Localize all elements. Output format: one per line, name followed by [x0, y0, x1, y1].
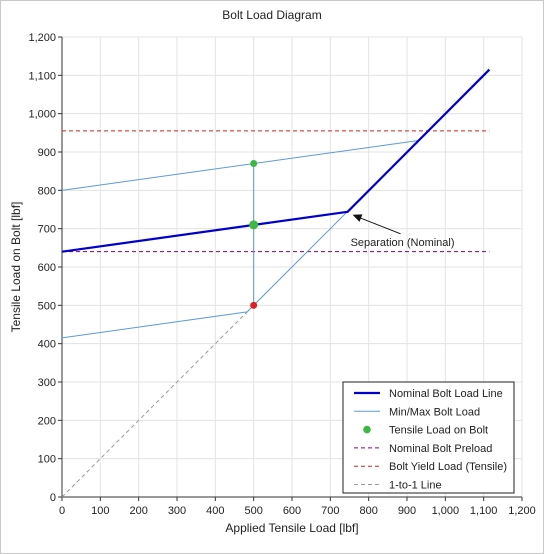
axes: 0 100 200 300 400 500 600 700 800 900 1,000 1,100 1,… — [28, 32, 535, 517]
legend-label: Tensile Load on Bolt — [389, 425, 488, 437]
y-tick-label: 800 — [38, 185, 56, 197]
legend-label: Nominal Bolt Preload — [389, 443, 492, 455]
x-tick-label: 400 — [206, 505, 224, 517]
x-tick-label: 1,000 — [432, 505, 460, 517]
legend-item: Tensile Load on Bolt — [363, 425, 488, 437]
legend-label: Bolt Yield Load (Tensile) — [389, 461, 507, 473]
y-tick-label: 200 — [38, 415, 56, 427]
y-tick-label: 300 — [38, 377, 56, 389]
y-tick-label: 100 — [38, 454, 56, 466]
legend-item: Min/Max Bolt Load — [354, 406, 480, 418]
x-tick-label: 700 — [321, 505, 339, 517]
x-tick-label: 0 — [59, 505, 65, 517]
x-tick-label: 300 — [168, 505, 186, 517]
x-tick-label: 500 — [244, 505, 262, 517]
y-tick-label: 0 — [50, 492, 56, 504]
series-1-to-1-line — [61, 311, 248, 498]
legend-item: Nominal Bolt Preload — [354, 443, 492, 455]
x-tick-label: 900 — [398, 505, 416, 517]
legend-label: 1-to-1 Line — [389, 480, 442, 492]
x-tick-label: 100 — [91, 505, 109, 517]
y-axis-title: Tensile Load on Bolt [lbf] — [9, 202, 23, 333]
y-tick-label: 1,000 — [28, 109, 56, 121]
legend-box — [342, 381, 515, 494]
tensile-load-point — [249, 220, 259, 230]
legend: Nominal Bolt Load Line Min/Max Bolt Load T… — [342, 381, 515, 494]
x-tick-label: 200 — [129, 505, 147, 517]
tensile-load-point — [250, 160, 258, 167]
legend-item: 1-to-1 Line — [354, 480, 442, 492]
legend-label: Nominal Bolt Load Line — [389, 388, 503, 400]
chart-title: Bolt Load Diagram — [222, 8, 321, 22]
series-nominal-bolt-load-line — [61, 68, 491, 253]
legend-marker — [363, 425, 371, 434]
plot-series — [61, 68, 491, 498]
series-min-max-bolt-load — [61, 140, 419, 191]
y-tick-label: 900 — [38, 147, 56, 159]
tensile-load-point — [250, 301, 258, 309]
y-tick-label: 1,100 — [28, 70, 56, 82]
legend-label: Min/Max Bolt Load — [389, 406, 480, 418]
x-tick-label: 1,100 — [470, 505, 498, 517]
legend-item: Nominal Bolt Load Line — [354, 388, 503, 400]
legend-item: Bolt Yield Load (Tensile) — [354, 461, 507, 473]
y-tick-label: 1,200 — [28, 32, 56, 44]
annotation-label: Separation (Nominal) — [351, 237, 455, 249]
annotation-arrow-line — [358, 216, 401, 235]
y-tick-label: 600 — [38, 262, 56, 274]
x-axis-title: Applied Tensile Load [lbf] — [225, 521, 358, 535]
x-tick-label: 800 — [359, 505, 377, 517]
annotations: Separation (Nominal) — [351, 214, 455, 249]
y-tick-label: 400 — [38, 339, 56, 351]
series-min-max-bolt-load — [61, 211, 348, 339]
annotation-arrow-head — [352, 214, 363, 222]
y-tick-label: 700 — [38, 224, 56, 236]
x-tick-label: 1,200 — [508, 505, 536, 517]
x-tick-label: 600 — [283, 505, 301, 517]
y-tick-label: 500 — [38, 300, 56, 312]
